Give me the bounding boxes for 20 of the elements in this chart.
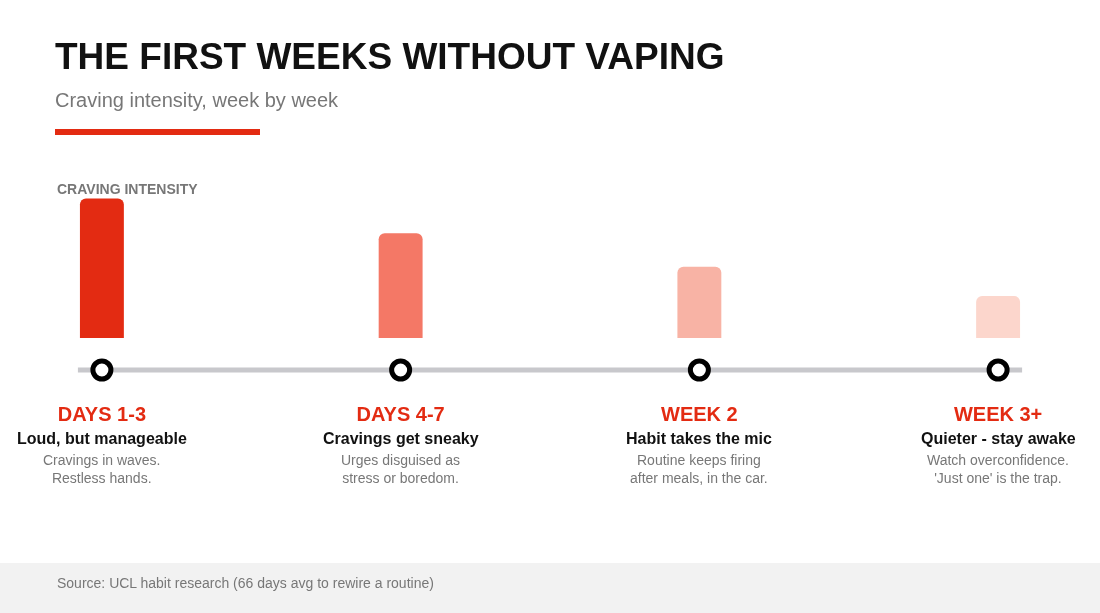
text: Habit takes the mic bbox=[626, 430, 772, 447]
bar bbox=[79, 198, 124, 338]
bar bbox=[677, 266, 722, 338]
y-axis-title: CRAVING INTENSITY bbox=[57, 181, 199, 197]
text: Urges disguised as stress or boredom. bbox=[341, 452, 461, 487]
text: Watch overconfidence. 'Just one' is the trap. bbox=[927, 452, 1069, 487]
x-tick-label: DAYS 1-3 bbox=[57, 403, 146, 425]
chart-title: THE FIRST WEEKS WITHOUT VAPING bbox=[55, 36, 725, 78]
text: Loud, but manageable bbox=[17, 430, 187, 447]
x-tick-label: DAYS 4-7 bbox=[356, 403, 445, 425]
text: Cravings get sneaky bbox=[323, 430, 479, 447]
bar bbox=[976, 296, 1021, 338]
chart-subtitle: Craving intensity, week by week bbox=[55, 89, 339, 112]
text: Cravings in waves. Restless hands. bbox=[43, 452, 161, 487]
text: Quieter - stay awake bbox=[921, 430, 1076, 447]
x-tick-label: WEEK 3+ bbox=[953, 403, 1043, 425]
x-tick-label: WEEK 2 bbox=[661, 403, 738, 425]
text: Routine keeps firing after meals, in the car. bbox=[630, 452, 768, 487]
bar bbox=[378, 233, 423, 338]
source-note: Source: UCL habit research (66 days avg to rewire a routine) bbox=[57, 575, 434, 591]
